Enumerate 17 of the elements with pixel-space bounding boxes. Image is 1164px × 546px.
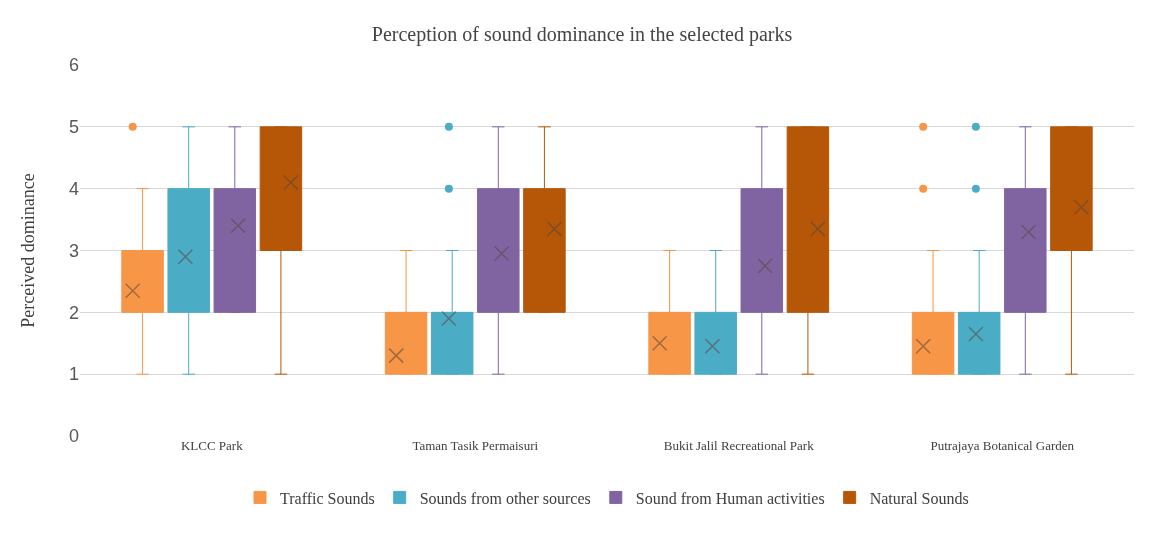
x-tick-label: Bukit Jalil Recreational Park bbox=[663, 438, 815, 453]
y-tick-label: 0 bbox=[68, 426, 79, 447]
legend-label: Sounds from other sources bbox=[419, 489, 591, 507]
y-tick-label: 1 bbox=[68, 364, 79, 385]
legend-label: Sound from Human activities bbox=[635, 489, 825, 507]
y-tick-label: 3 bbox=[68, 240, 79, 261]
x-tick-label: KLCC Park bbox=[180, 438, 244, 453]
y-tick-label: 2 bbox=[68, 302, 79, 323]
y-axis-title: Perceived dominance bbox=[18, 173, 38, 328]
x-tick-label: Taman Tasik Permaisuri bbox=[412, 438, 539, 453]
y-tick-label: 5 bbox=[68, 117, 79, 138]
x-tick-label: Putrajaya Botanical Garden bbox=[930, 438, 1075, 453]
y-tick-label: 6 bbox=[68, 55, 79, 76]
y-tick-label: 4 bbox=[68, 178, 79, 199]
legend-label: Traffic Sounds bbox=[280, 489, 375, 507]
legend-label: Natural Sounds bbox=[869, 489, 969, 507]
chart-title: Perception of sound dominance in the selected parks bbox=[371, 23, 793, 47]
